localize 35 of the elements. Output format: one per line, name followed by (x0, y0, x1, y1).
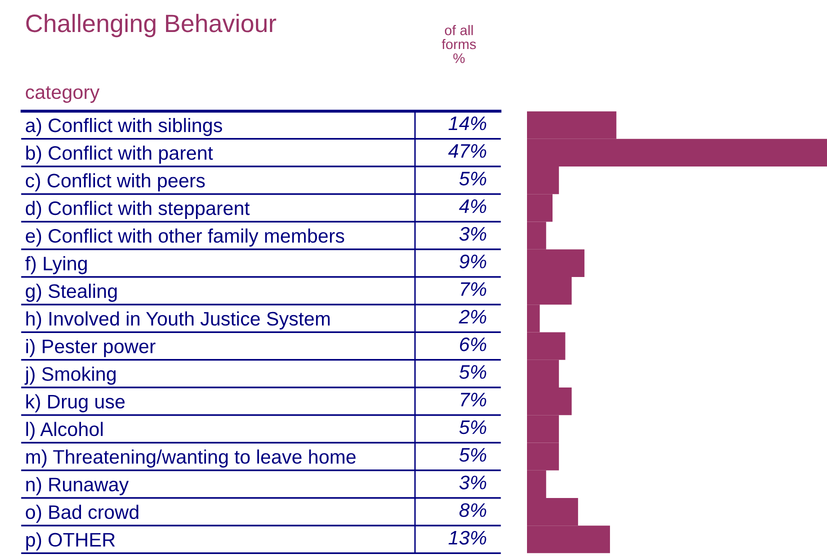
data-label: 7% (460, 282, 486, 296)
y-tick-label: p) OTHER (26, 532, 115, 550)
y-tick-label: m) Threatening/wanting to leave home (26, 449, 356, 468)
y-tick-label: j) Smoking (24, 366, 116, 385)
data-label: 5% (459, 448, 486, 462)
data-label: 3% (459, 226, 486, 241)
y-axis-title: category (26, 86, 100, 103)
y-tick-label: d) Conflict with stepparent (26, 200, 250, 219)
y-tick-label: a) Conflict with siblings (26, 118, 222, 136)
data-label: 9% (460, 254, 486, 268)
y-tick-label: i) Pester power (26, 338, 156, 358)
y-tick-label: g) Stealing (26, 284, 117, 302)
y-tick-label: n) Runaway (26, 477, 129, 496)
text: Challenging Behaviour (26, 14, 276, 38)
y-tick-label: h) Involved in Youth Justice System (26, 311, 330, 330)
data-label: 13% (448, 530, 486, 545)
data-label: 14% (448, 116, 486, 130)
x-axis-title: of all forms % (442, 25, 476, 64)
y-tick-label: o) Bad crowd (26, 504, 138, 523)
data-label: 6% (460, 337, 486, 352)
y-tick-label: c) Conflict with peers (26, 173, 205, 192)
data-label: 3% (459, 476, 486, 490)
y-tick-label: f) Lying (25, 256, 87, 274)
data-label: 47% (448, 144, 486, 158)
y-tick-label: k) Drug use (26, 394, 125, 412)
data-label: 5% (459, 420, 486, 434)
y-tick-label: b) Conflict with parent (26, 146, 213, 164)
data-label: 4% (459, 199, 486, 214)
data-label: 5% (459, 172, 486, 186)
y-tick-label: e) Conflict with other family members (26, 228, 344, 247)
data-label: 7% (460, 392, 486, 406)
y-tick-label: l) Alcohol (26, 422, 103, 440)
data-label: 5% (459, 365, 486, 379)
data-label: 8% (459, 503, 486, 517)
data-label: 2% (458, 310, 486, 324)
